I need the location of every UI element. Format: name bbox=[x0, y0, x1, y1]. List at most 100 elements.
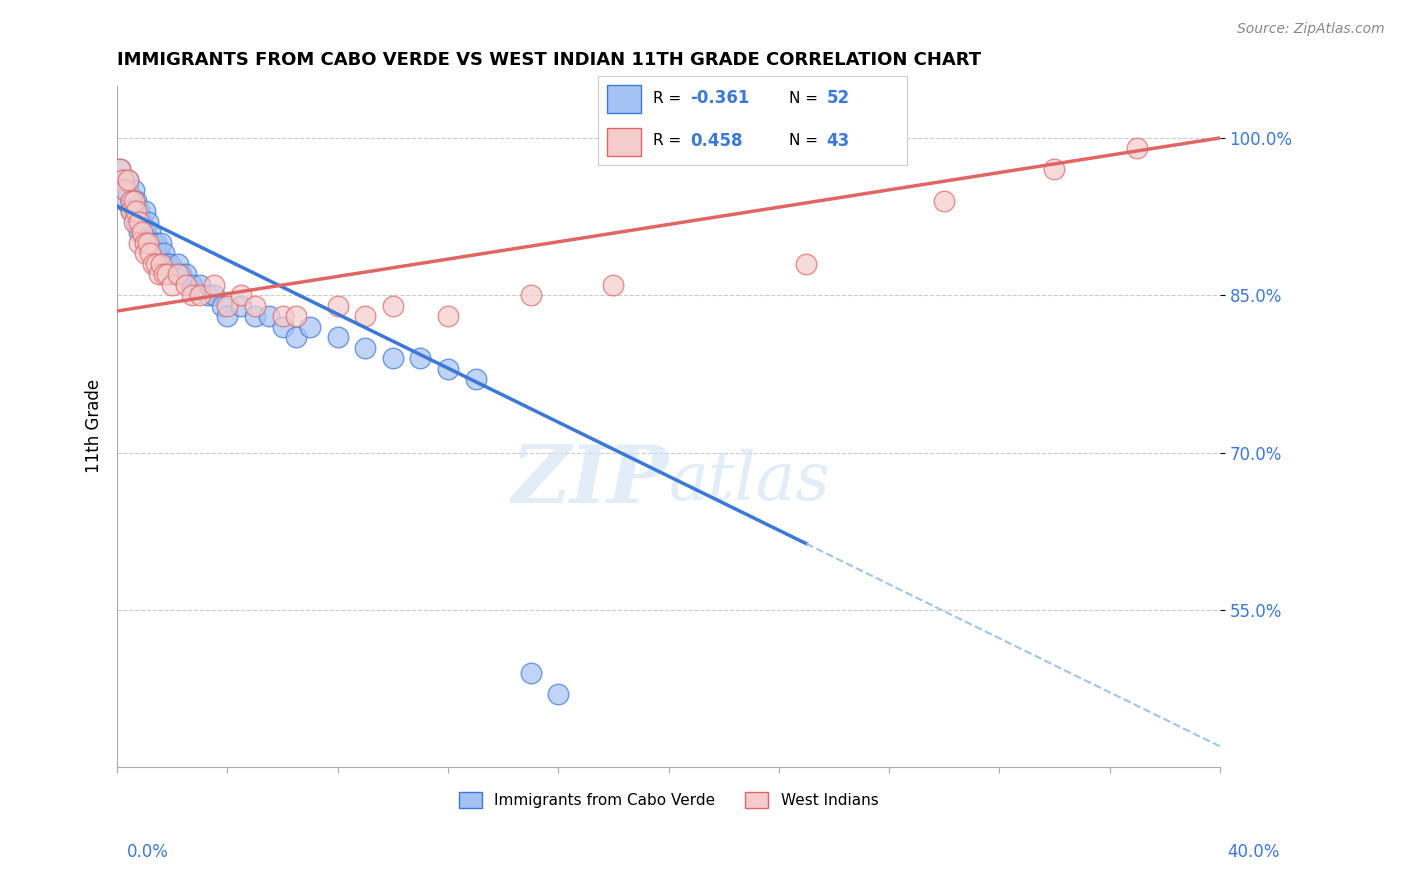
Point bbox=[174, 268, 197, 282]
Point bbox=[142, 235, 165, 250]
Point bbox=[153, 246, 176, 260]
Point bbox=[139, 225, 162, 239]
FancyBboxPatch shape bbox=[607, 85, 641, 113]
Point bbox=[354, 341, 377, 355]
Point bbox=[202, 277, 225, 292]
Point bbox=[128, 235, 150, 250]
Point bbox=[547, 687, 569, 701]
Text: 40.0%: 40.0% bbox=[1227, 843, 1279, 861]
Point bbox=[131, 225, 153, 239]
Point bbox=[271, 310, 294, 324]
Point bbox=[122, 204, 145, 219]
Point bbox=[122, 183, 145, 197]
Point bbox=[128, 204, 150, 219]
FancyBboxPatch shape bbox=[607, 128, 641, 156]
Point bbox=[111, 173, 134, 187]
Point bbox=[117, 173, 139, 187]
Point bbox=[128, 225, 150, 239]
Point bbox=[122, 215, 145, 229]
Point bbox=[519, 288, 541, 302]
Point bbox=[120, 204, 142, 219]
Point bbox=[197, 288, 219, 302]
Point bbox=[602, 277, 624, 292]
Point bbox=[128, 215, 150, 229]
Point bbox=[125, 204, 148, 219]
Point bbox=[169, 268, 191, 282]
Text: N =: N = bbox=[789, 134, 823, 148]
Point bbox=[437, 310, 460, 324]
Point bbox=[120, 194, 142, 208]
Point bbox=[162, 277, 184, 292]
Point bbox=[145, 235, 167, 250]
Point bbox=[409, 351, 432, 366]
Point bbox=[1043, 162, 1066, 177]
Point bbox=[120, 204, 142, 219]
Point bbox=[326, 299, 349, 313]
Point bbox=[354, 310, 377, 324]
Point bbox=[188, 277, 211, 292]
Point bbox=[796, 257, 818, 271]
Point bbox=[188, 288, 211, 302]
Point bbox=[145, 257, 167, 271]
Point bbox=[934, 194, 956, 208]
Point bbox=[134, 235, 156, 250]
Point bbox=[211, 299, 233, 313]
Point bbox=[136, 215, 159, 229]
Point bbox=[243, 299, 266, 313]
Point bbox=[136, 235, 159, 250]
Point bbox=[131, 215, 153, 229]
Text: atlas: atlas bbox=[668, 449, 831, 514]
Point bbox=[114, 183, 136, 197]
Point bbox=[257, 310, 280, 324]
Point bbox=[180, 277, 202, 292]
Point bbox=[159, 257, 181, 271]
Point bbox=[166, 257, 188, 271]
Text: 0.458: 0.458 bbox=[690, 132, 742, 150]
Point bbox=[139, 246, 162, 260]
Point bbox=[217, 310, 239, 324]
Y-axis label: 11th Grade: 11th Grade bbox=[86, 379, 103, 474]
Point bbox=[142, 257, 165, 271]
Text: 0.0%: 0.0% bbox=[127, 843, 169, 861]
Text: R =: R = bbox=[654, 134, 686, 148]
Point bbox=[166, 268, 188, 282]
Text: 52: 52 bbox=[827, 89, 849, 107]
Text: Source: ZipAtlas.com: Source: ZipAtlas.com bbox=[1237, 22, 1385, 37]
Point bbox=[150, 235, 173, 250]
Point bbox=[156, 268, 179, 282]
Point bbox=[108, 162, 131, 177]
Point bbox=[243, 310, 266, 324]
Point bbox=[519, 665, 541, 680]
Point bbox=[285, 330, 308, 344]
Point bbox=[231, 299, 253, 313]
Text: N =: N = bbox=[789, 91, 823, 105]
Point bbox=[125, 194, 148, 208]
Point bbox=[125, 215, 148, 229]
Point bbox=[180, 288, 202, 302]
Point bbox=[381, 299, 404, 313]
Point bbox=[271, 319, 294, 334]
Point bbox=[134, 225, 156, 239]
Point bbox=[174, 277, 197, 292]
Point bbox=[150, 257, 173, 271]
Point bbox=[464, 372, 486, 386]
Point bbox=[326, 330, 349, 344]
Point bbox=[134, 204, 156, 219]
Point bbox=[120, 194, 142, 208]
Point bbox=[1126, 141, 1149, 155]
Point bbox=[437, 361, 460, 376]
Text: -0.361: -0.361 bbox=[690, 89, 749, 107]
Point bbox=[162, 268, 184, 282]
Text: ZIP: ZIP bbox=[512, 442, 668, 520]
Point bbox=[136, 235, 159, 250]
Point bbox=[122, 194, 145, 208]
Text: 43: 43 bbox=[827, 132, 849, 150]
Point bbox=[117, 173, 139, 187]
Legend: Immigrants from Cabo Verde, West Indians: Immigrants from Cabo Verde, West Indians bbox=[453, 786, 884, 814]
Point bbox=[134, 246, 156, 260]
Point bbox=[285, 310, 308, 324]
Text: R =: R = bbox=[654, 91, 686, 105]
Point bbox=[117, 183, 139, 197]
Point bbox=[231, 288, 253, 302]
Point bbox=[131, 225, 153, 239]
